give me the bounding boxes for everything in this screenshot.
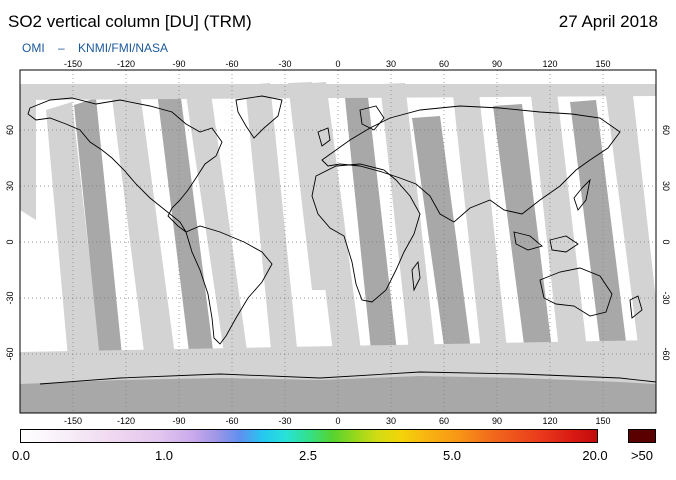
lon-tick-top: 60 — [439, 59, 449, 69]
lon-tick-top: 120 — [542, 59, 557, 69]
lat-tick-left: -60 — [5, 347, 15, 360]
map-frame — [19, 69, 657, 414]
lat-tick-left: -30 — [5, 291, 15, 304]
longitude-ticks-top: -150 -120 -90 -60 -30 0 30 60 90 120 150 — [64, 59, 611, 69]
lon-tick-bottom: 60 — [439, 416, 449, 425]
lon-tick-bottom: -120 — [117, 416, 135, 425]
lon-tick-bottom: 30 — [386, 416, 396, 425]
lon-tick-bottom: 90 — [492, 416, 502, 425]
lon-tick-bottom: 0 — [335, 416, 340, 425]
credit-separator: – — [58, 41, 65, 55]
credit-institutions: KNMI/FMI/NASA — [78, 41, 169, 55]
lon-tick-bottom: 150 — [595, 416, 610, 425]
latitude-ticks-left: 60 30 0 -30 -60 — [5, 125, 15, 361]
longitude-ticks-bottom: -150 -120 -90 -60 -30 0 30 60 90 120 150 — [64, 416, 611, 425]
lat-tick-left: 0 — [5, 239, 15, 244]
lat-tick-right: -60 — [661, 347, 671, 360]
colorbar-label: 2.5 — [298, 448, 318, 463]
lon-tick-top: 90 — [492, 59, 502, 69]
lon-tick-bottom: 120 — [542, 416, 557, 425]
lat-tick-right: 0 — [661, 239, 671, 244]
lon-tick-bottom: -60 — [225, 416, 238, 425]
lat-tick-left: 30 — [5, 181, 15, 191]
so2-world-map: -150 -120 -90 -60 -30 0 30 60 90 120 150… — [5, 59, 671, 425]
data-credit: OMI – KNMI/FMI/NASA — [22, 41, 178, 55]
colorbar-label: 5.0 — [442, 448, 462, 463]
lat-tick-right: 30 — [661, 181, 671, 191]
lon-tick-top: 150 — [595, 59, 610, 69]
lon-tick-top: -120 — [117, 59, 135, 69]
lon-tick-top: 30 — [386, 59, 396, 69]
lat-tick-right: 60 — [661, 125, 671, 135]
overflow-color-swatch — [628, 429, 656, 443]
credit-instrument: OMI — [22, 41, 45, 55]
latitude-ticks-right: 60 30 0 -30 -60 — [661, 125, 671, 361]
lon-tick-bottom: -30 — [278, 416, 291, 425]
coastlines — [27, 95, 657, 385]
lon-tick-top: -90 — [172, 59, 185, 69]
colorbar-label: 0.0 — [11, 448, 31, 463]
colorbar-label: 20.0 — [582, 448, 608, 463]
lat-tick-right: -30 — [661, 291, 671, 304]
colorbar-label: 1.0 — [154, 448, 174, 463]
lon-tick-top: -30 — [278, 59, 291, 69]
map-title: SO2 vertical column [DU] (TRM) — [8, 12, 252, 31]
so2-colorbar — [20, 429, 598, 443]
lon-tick-bottom: -90 — [172, 416, 185, 425]
lon-tick-top: -150 — [64, 59, 82, 69]
colorbar-overflow-label: >50 — [630, 448, 654, 463]
map-date: 27 April 2018 — [558, 12, 658, 31]
lon-tick-top: 0 — [335, 59, 340, 69]
lat-tick-left: 60 — [5, 125, 15, 135]
lon-tick-bottom: -150 — [64, 416, 82, 425]
lon-tick-top: -60 — [225, 59, 238, 69]
